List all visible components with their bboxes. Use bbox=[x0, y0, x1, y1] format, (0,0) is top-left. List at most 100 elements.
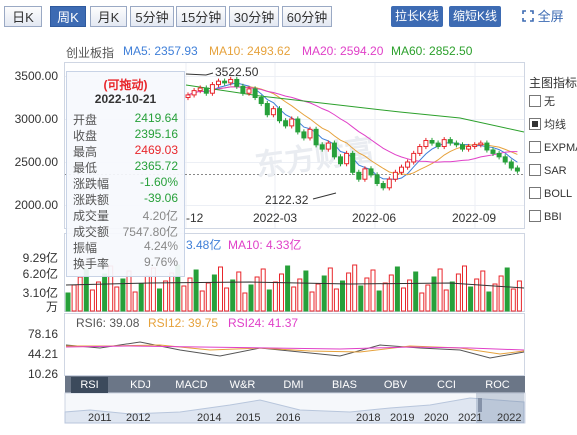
checkbox-icon[interactable] bbox=[529, 164, 541, 176]
candle-body bbox=[301, 131, 307, 139]
tooltip-row: 涨跌幅 -1.60% bbox=[67, 175, 184, 191]
indicator-option-1[interactable]: 均线 bbox=[529, 118, 566, 134]
rsi-axis-label: 44.21 bbox=[27, 347, 58, 361]
tooltip-row: 收盘 2395.16 bbox=[67, 127, 184, 143]
candle-body bbox=[417, 146, 423, 154]
candle-body bbox=[307, 128, 313, 139]
volume-bar bbox=[291, 286, 297, 312]
candle-body bbox=[392, 171, 398, 180]
volume-bar bbox=[504, 267, 510, 312]
candle-body bbox=[246, 88, 252, 94]
indicator-option-label: 均线 bbox=[544, 119, 566, 131]
shrink-kline-button[interactable]: 缩短K线 bbox=[449, 6, 501, 27]
volume-bar bbox=[205, 282, 211, 312]
volume-bar bbox=[303, 270, 309, 312]
stretch-kline-button[interactable]: 拉长K线 bbox=[391, 6, 443, 27]
navigator-handle[interactable] bbox=[478, 398, 482, 412]
checkbox-icon[interactable] bbox=[529, 210, 541, 222]
fullscreen-button[interactable]: 全屏 bbox=[522, 6, 576, 27]
indicator-tab-cci[interactable]: CCI bbox=[437, 379, 456, 391]
ohlc-tooltip[interactable]: (可拖动) 2022-10-21 开盘 2419.64 收盘 2395.16 最高 246… bbox=[66, 71, 185, 277]
tooltip-key: 换手率 bbox=[73, 257, 110, 271]
volume-bar bbox=[346, 272, 352, 312]
period-5min-button[interactable]: 5分钟 bbox=[130, 6, 174, 27]
period-month-button[interactable]: 月K bbox=[90, 6, 127, 27]
tooltip-row: 最高 2469.03 bbox=[67, 143, 184, 159]
period-60min-button[interactable]: 60分钟 bbox=[282, 6, 332, 27]
period-30min-button[interactable]: 30分钟 bbox=[229, 6, 279, 27]
period-15min-button[interactable]: 15分钟 bbox=[176, 6, 226, 27]
indicator-tab-bias[interactable]: BIAS bbox=[331, 379, 358, 391]
indicator-option-2[interactable]: EXPMA bbox=[529, 141, 577, 157]
candle-body bbox=[270, 108, 276, 116]
period-day-button[interactable]: 日K bbox=[4, 6, 42, 27]
date-axis-label: 2022-06 bbox=[352, 211, 397, 225]
checkbox-icon[interactable] bbox=[529, 118, 541, 130]
candle-body bbox=[423, 140, 429, 148]
volume-ma-line bbox=[65, 281, 525, 289]
candle-body bbox=[277, 108, 282, 122]
candle-body bbox=[453, 142, 459, 146]
volume-bar bbox=[218, 266, 223, 312]
indicator-option-0[interactable]: 无 bbox=[529, 95, 555, 111]
checkbox-icon[interactable] bbox=[529, 95, 541, 107]
volume-bar bbox=[394, 266, 400, 312]
indicator-tab-macd[interactable]: MACD bbox=[175, 379, 208, 391]
volume-bar bbox=[199, 290, 205, 312]
tooltip-date: 2022-10-21 bbox=[94, 92, 157, 106]
date-axis-label: 2022-09 bbox=[452, 211, 497, 225]
indicator-option-3[interactable]: SAR bbox=[529, 164, 567, 180]
tooltip-value: 7547.80亿 bbox=[122, 225, 178, 239]
tooltip-key: 涨跌幅 bbox=[73, 177, 110, 191]
volume-bar bbox=[321, 275, 327, 312]
checkbox-icon[interactable] bbox=[529, 141, 541, 153]
indicator-tab-roc[interactable]: ROC bbox=[485, 379, 510, 391]
indicator-tab-wr[interactable]: W&R bbox=[229, 379, 256, 391]
indicator-tab-dmi[interactable]: DMI bbox=[283, 379, 304, 391]
ma20-label: MA20: 2594.20 bbox=[302, 44, 384, 58]
indicator-option-label: BOLL bbox=[544, 188, 573, 200]
candle-body bbox=[338, 156, 343, 165]
tooltip-key: 开盘 bbox=[73, 113, 98, 127]
volume-bar bbox=[96, 281, 101, 312]
tooltip-key: 振幅 bbox=[73, 241, 98, 255]
checkbox-icon[interactable] bbox=[529, 187, 541, 199]
volume-bar bbox=[376, 290, 382, 312]
tooltip-title: (可拖动) bbox=[103, 78, 148, 92]
candle-body bbox=[356, 171, 362, 180]
high-annotation: 3522.50 bbox=[215, 65, 259, 79]
volume-bar bbox=[169, 272, 175, 312]
indicator-option-4[interactable]: BOLL bbox=[529, 187, 572, 203]
tooltip-value: 2469.03 bbox=[134, 143, 178, 157]
volume-axis-label: 万 bbox=[45, 300, 58, 314]
price-axis-3500: 3500.00 bbox=[14, 69, 58, 83]
candle-body bbox=[460, 144, 465, 150]
indicator-tab-kdj[interactable]: KDJ bbox=[130, 379, 151, 391]
volume-bar bbox=[474, 278, 480, 312]
indicator-option-label: BBI bbox=[544, 211, 562, 223]
volume-axis-label: 3.10亿 bbox=[22, 286, 58, 300]
volume-bar bbox=[157, 288, 162, 312]
candle-body bbox=[264, 103, 270, 116]
candle-body bbox=[331, 142, 337, 158]
range-navigator[interactable] bbox=[64, 392, 526, 424]
navigator-selection[interactable] bbox=[476, 393, 524, 423]
candle-body bbox=[203, 87, 209, 94]
rsi-axis-label: 78.16 bbox=[27, 327, 58, 341]
volume-bar bbox=[516, 280, 522, 312]
candle-body bbox=[490, 149, 496, 154]
tooltip-row: 振幅 4.24% bbox=[67, 239, 184, 255]
indicator-option-5[interactable]: BBI bbox=[529, 210, 562, 226]
tooltip-key: 最高 bbox=[73, 145, 98, 159]
navigator-year-label: 2011 bbox=[88, 412, 112, 424]
index-name: 创业板指 bbox=[66, 46, 115, 60]
tooltip-key: 最低 bbox=[73, 161, 98, 175]
period-week-button[interactable]: 周K bbox=[50, 6, 86, 27]
navigator-year-label: 2022 bbox=[497, 412, 522, 424]
candle-body bbox=[295, 118, 301, 133]
candle-body bbox=[447, 139, 453, 144]
volume-bar bbox=[388, 274, 394, 312]
indicator-tab-obv[interactable]: OBV bbox=[383, 379, 408, 391]
indicator-tab-rsi[interactable]: RSI bbox=[71, 377, 108, 393]
